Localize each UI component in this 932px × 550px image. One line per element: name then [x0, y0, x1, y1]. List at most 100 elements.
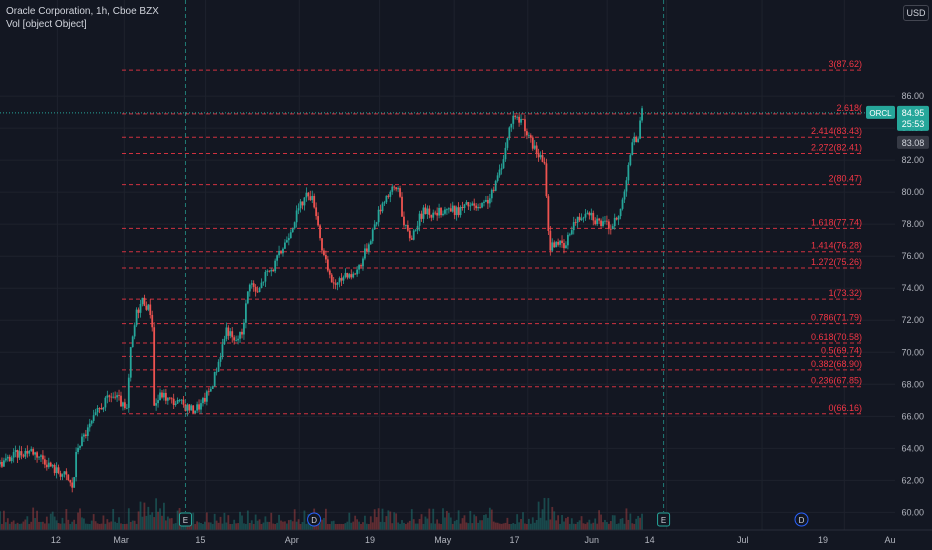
time-tick-label: Apr: [285, 535, 299, 545]
volume-bar: [617, 523, 620, 530]
candle-body: [118, 395, 120, 397]
candle-body: [574, 222, 577, 223]
volume-bar: [518, 522, 521, 530]
volume-bar: [559, 523, 561, 530]
time-tick-label: Mar: [113, 535, 129, 545]
candle-body: [422, 207, 425, 219]
volume-bar: [118, 517, 120, 530]
volume-bar: [36, 510, 38, 530]
candle-body: [125, 407, 128, 409]
volume-bar: [526, 523, 528, 530]
candle-body: [369, 241, 372, 245]
volume-bar: [537, 501, 540, 530]
candle-body: [332, 282, 335, 284]
candle-body: [163, 392, 165, 398]
candle-body: [219, 356, 222, 362]
candle-body: [387, 195, 390, 197]
volume-bar: [426, 518, 429, 530]
candle-body: [321, 238, 323, 251]
volume-bar: [55, 520, 58, 530]
volume-bar: [180, 523, 183, 530]
candle-body: [598, 218, 601, 221]
volume-bar: [159, 508, 161, 530]
volume-bar: [69, 523, 72, 530]
candle-body: [602, 221, 604, 226]
grid: [0, 0, 914, 530]
candle-body: [139, 303, 142, 313]
candle-body: [256, 291, 259, 293]
volume-bar: [381, 508, 384, 530]
volume-bar: [424, 516, 427, 530]
volume-bar: [551, 506, 554, 530]
candle-body: [578, 216, 581, 221]
volume-bar: [471, 523, 474, 530]
volume-bar: [301, 522, 304, 530]
volume-bar: [194, 523, 197, 530]
candle-body: [360, 265, 362, 267]
candle-body: [373, 224, 376, 230]
volume-bar: [176, 510, 179, 530]
candle-body: [457, 207, 460, 216]
volume-bar: [202, 523, 204, 530]
volume-bar: [123, 523, 126, 530]
candle-body: [434, 212, 437, 214]
candle-body: [155, 403, 158, 406]
candle-body: [393, 186, 396, 188]
time-tick-label: 14: [645, 535, 655, 545]
candle-body: [418, 213, 421, 226]
volume-bar: [619, 518, 622, 530]
volume-bar: [297, 519, 300, 530]
volume-bar: [401, 520, 403, 530]
candle-body: [149, 304, 152, 316]
volume-bar: [568, 523, 571, 530]
candle-body: [362, 258, 364, 267]
volume-bar: [434, 523, 437, 530]
candle-body: [268, 270, 271, 272]
volume-bar: [613, 515, 616, 530]
candle-body: [83, 434, 85, 437]
candle-body: [100, 408, 103, 410]
candle-body: [611, 226, 614, 229]
volume-bar: [321, 519, 323, 530]
volume-bar: [440, 523, 442, 530]
volume-bar: [12, 520, 15, 530]
candle-body: [551, 242, 554, 251]
volume-bar: [172, 523, 175, 530]
volume-bar: [352, 521, 355, 530]
time-axis-bg: [0, 530, 932, 550]
candle-body: [604, 220, 606, 222]
fib-label: 1.272(75.26): [811, 257, 862, 267]
volume-bar: [566, 516, 569, 530]
candle-body: [77, 447, 79, 452]
volume-bar: [428, 508, 431, 530]
time-tick-label: Jun: [585, 535, 600, 545]
volume-bar: [457, 510, 460, 530]
volume-bar: [555, 520, 558, 530]
candle-body: [153, 327, 156, 406]
volume-bar: [379, 521, 382, 530]
candle-body: [358, 265, 360, 270]
candle-body: [221, 344, 224, 357]
volume-bar: [274, 524, 277, 530]
candle-body: [71, 482, 74, 488]
candle-body: [522, 118, 524, 120]
candle-body: [225, 327, 228, 339]
candle-body: [565, 245, 567, 249]
fib-label: 1(73.32): [828, 288, 862, 298]
candle-body: [490, 189, 493, 199]
volume-bar: [170, 518, 173, 530]
volume-bar: [239, 511, 241, 530]
candle-body: [568, 234, 571, 236]
candle-body: [533, 145, 536, 149]
candle-body: [323, 250, 325, 256]
candle-body: [284, 242, 286, 249]
volume-bar: [633, 523, 636, 530]
candle-body: [170, 398, 173, 400]
currency-button[interactable]: USD: [903, 5, 929, 21]
volume-bar: [147, 506, 150, 530]
volume-bar: [266, 521, 269, 530]
candle-body: [207, 391, 210, 393]
volume-bar: [604, 519, 606, 530]
candle-body: [49, 462, 52, 467]
